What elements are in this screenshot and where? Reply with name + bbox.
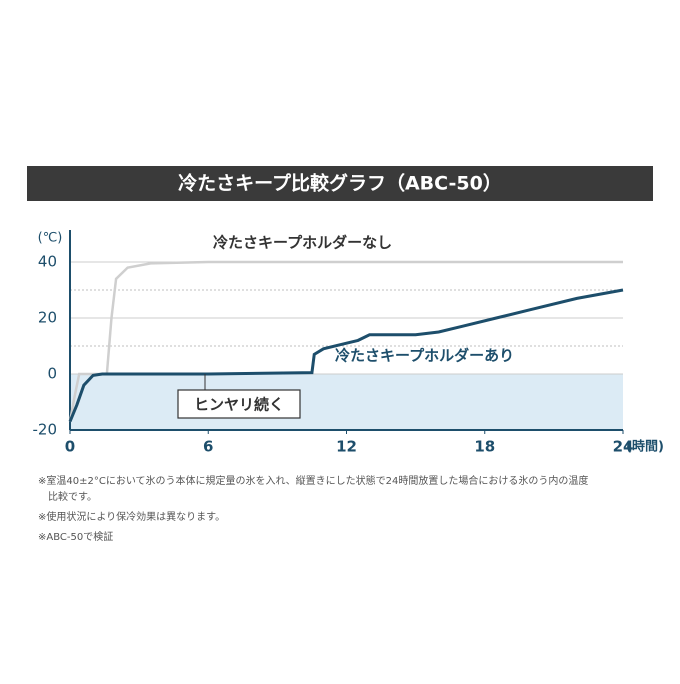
series-label: 冷たさキープホルダーあり (335, 347, 514, 365)
note: 比較です。 (48, 490, 97, 503)
y-tick-label: 40 (38, 253, 57, 271)
x-tick-label: 18 (474, 438, 495, 456)
x-tick-label: 24 (613, 438, 634, 456)
series-line (68, 260, 623, 422)
cold-zone (70, 374, 623, 430)
note: ※ABC-50で検証 (38, 530, 113, 543)
x-tick-label: 6 (203, 438, 213, 456)
note: ※使用状況により保冷効果は異なります。 (38, 510, 225, 523)
chart-title: 冷たさキープ比較グラフ（ABC-50） (178, 172, 502, 195)
series-line (68, 288, 624, 423)
x-tick-label: 0 (65, 438, 75, 456)
series-label: 冷たさキープホルダーなし (213, 234, 392, 252)
y-axis-label: (℃) (38, 231, 63, 246)
y-tick-label: -20 (33, 421, 58, 439)
annotation-box (177, 389, 301, 419)
x-axis-label: (時間) (626, 439, 664, 455)
title-bar (27, 166, 653, 201)
x-tick-label: 12 (336, 438, 357, 456)
y-tick-label: 20 (38, 309, 57, 327)
y-tick-label: 0 (47, 365, 57, 383)
note: ※室温40±2°Cにおいて氷のう本体に規定量の氷を入れ、縦置きにした状態で24時… (38, 474, 588, 487)
annotation: ヒンヤリ続く (194, 396, 284, 414)
